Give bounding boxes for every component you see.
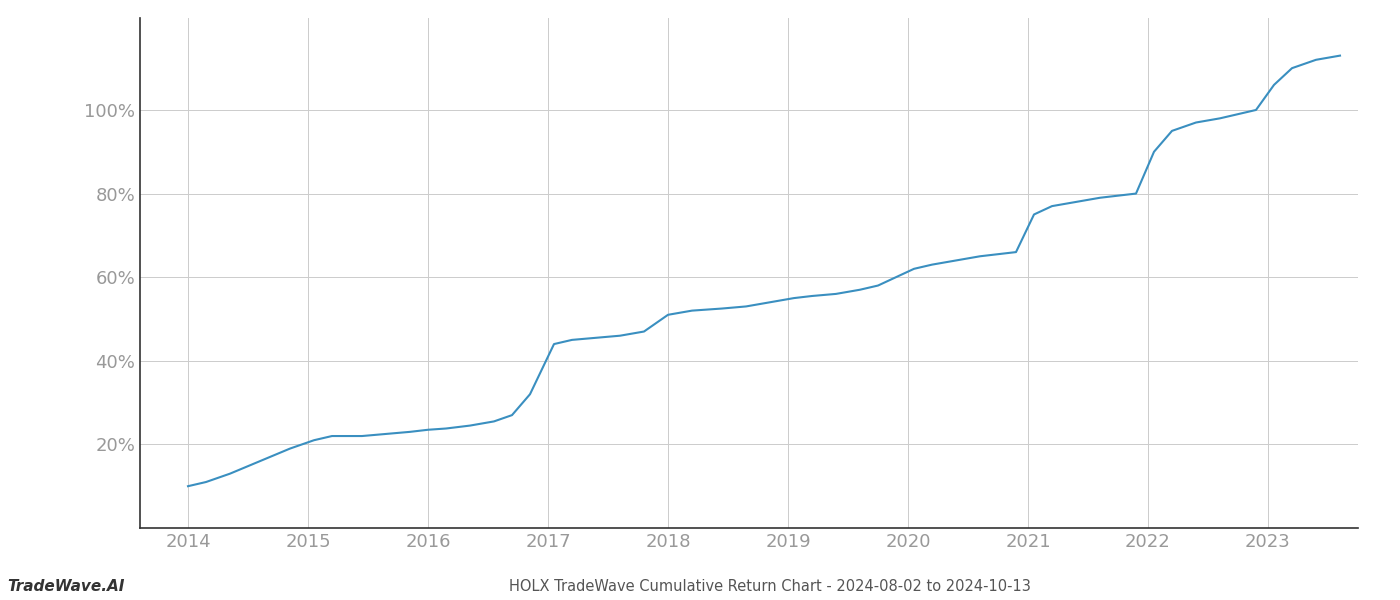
Text: TradeWave.AI: TradeWave.AI [7, 579, 125, 594]
Text: HOLX TradeWave Cumulative Return Chart - 2024-08-02 to 2024-10-13: HOLX TradeWave Cumulative Return Chart -… [510, 579, 1030, 594]
